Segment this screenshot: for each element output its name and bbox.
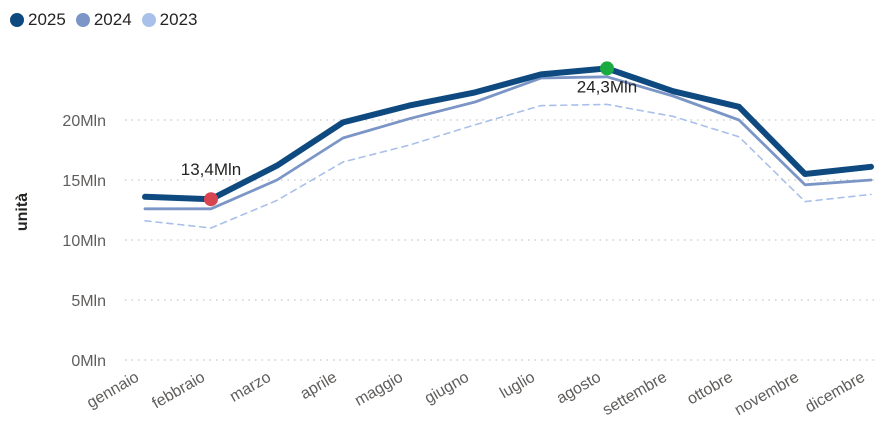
legend-marker-2023 xyxy=(141,13,156,27)
chart-legend: 2025 2024 2023 xyxy=(10,10,197,30)
y-tick-label: 20Mln xyxy=(62,113,106,130)
series-line-2023[interactable] xyxy=(144,103,872,229)
data-annotations: 13,4Mln 24,3Mln xyxy=(181,61,637,207)
x-tick-label: ottobre xyxy=(684,369,736,409)
legend-item-2023[interactable]: 2023 xyxy=(141,10,198,30)
gridlines xyxy=(125,119,877,361)
x-tick-label: gennaio xyxy=(84,369,142,412)
x-tick-label: luglio xyxy=(497,369,538,402)
legend-label-2023: 2023 xyxy=(159,10,198,29)
data-label: 24,3Mln xyxy=(577,77,637,96)
legend-item-2025[interactable]: 2025 xyxy=(10,10,66,30)
legend-marker-2024 xyxy=(75,13,90,27)
y-tick-label: 5Mln xyxy=(71,293,106,310)
x-tick-label: maggio xyxy=(352,369,406,410)
y-axis-ticks: 0Mln 5Mln 10Mln 15Mln 20Mln xyxy=(62,113,106,370)
x-tick-label: marzo xyxy=(227,369,274,406)
x-tick-label: giugno xyxy=(422,369,472,408)
legend-label-2025: 2025 xyxy=(28,10,66,29)
legend-item-2024[interactable]: 2024 xyxy=(75,10,132,30)
annotation-marker[interactable] xyxy=(204,192,218,207)
series-line-2025[interactable] xyxy=(142,65,874,203)
x-tick-label: aprile xyxy=(298,369,340,403)
series-line-2024[interactable] xyxy=(143,75,873,211)
annotation-marker[interactable] xyxy=(600,61,614,76)
y-tick-label: 0Mln xyxy=(71,353,106,370)
x-tick-label: dicembre xyxy=(803,369,869,417)
data-label: 13,4Mln xyxy=(181,160,241,179)
y-axis-title: unità xyxy=(14,193,31,231)
x-axis-ticks: gennaio febbraio marzo aprile maggio giugno lu… xyxy=(84,369,868,419)
legend-marker-2025 xyxy=(10,13,24,27)
legend-label-2024: 2024 xyxy=(93,10,132,29)
x-tick-label: febbraio xyxy=(149,369,208,413)
x-tick-label: novembre xyxy=(732,369,802,419)
x-tick-label: settembre xyxy=(600,369,670,419)
y-tick-label: 10Mln xyxy=(62,233,106,250)
series-lines xyxy=(142,65,874,229)
x-tick-label: agosto xyxy=(554,369,604,408)
y-tick-label: 15Mln xyxy=(62,173,106,190)
